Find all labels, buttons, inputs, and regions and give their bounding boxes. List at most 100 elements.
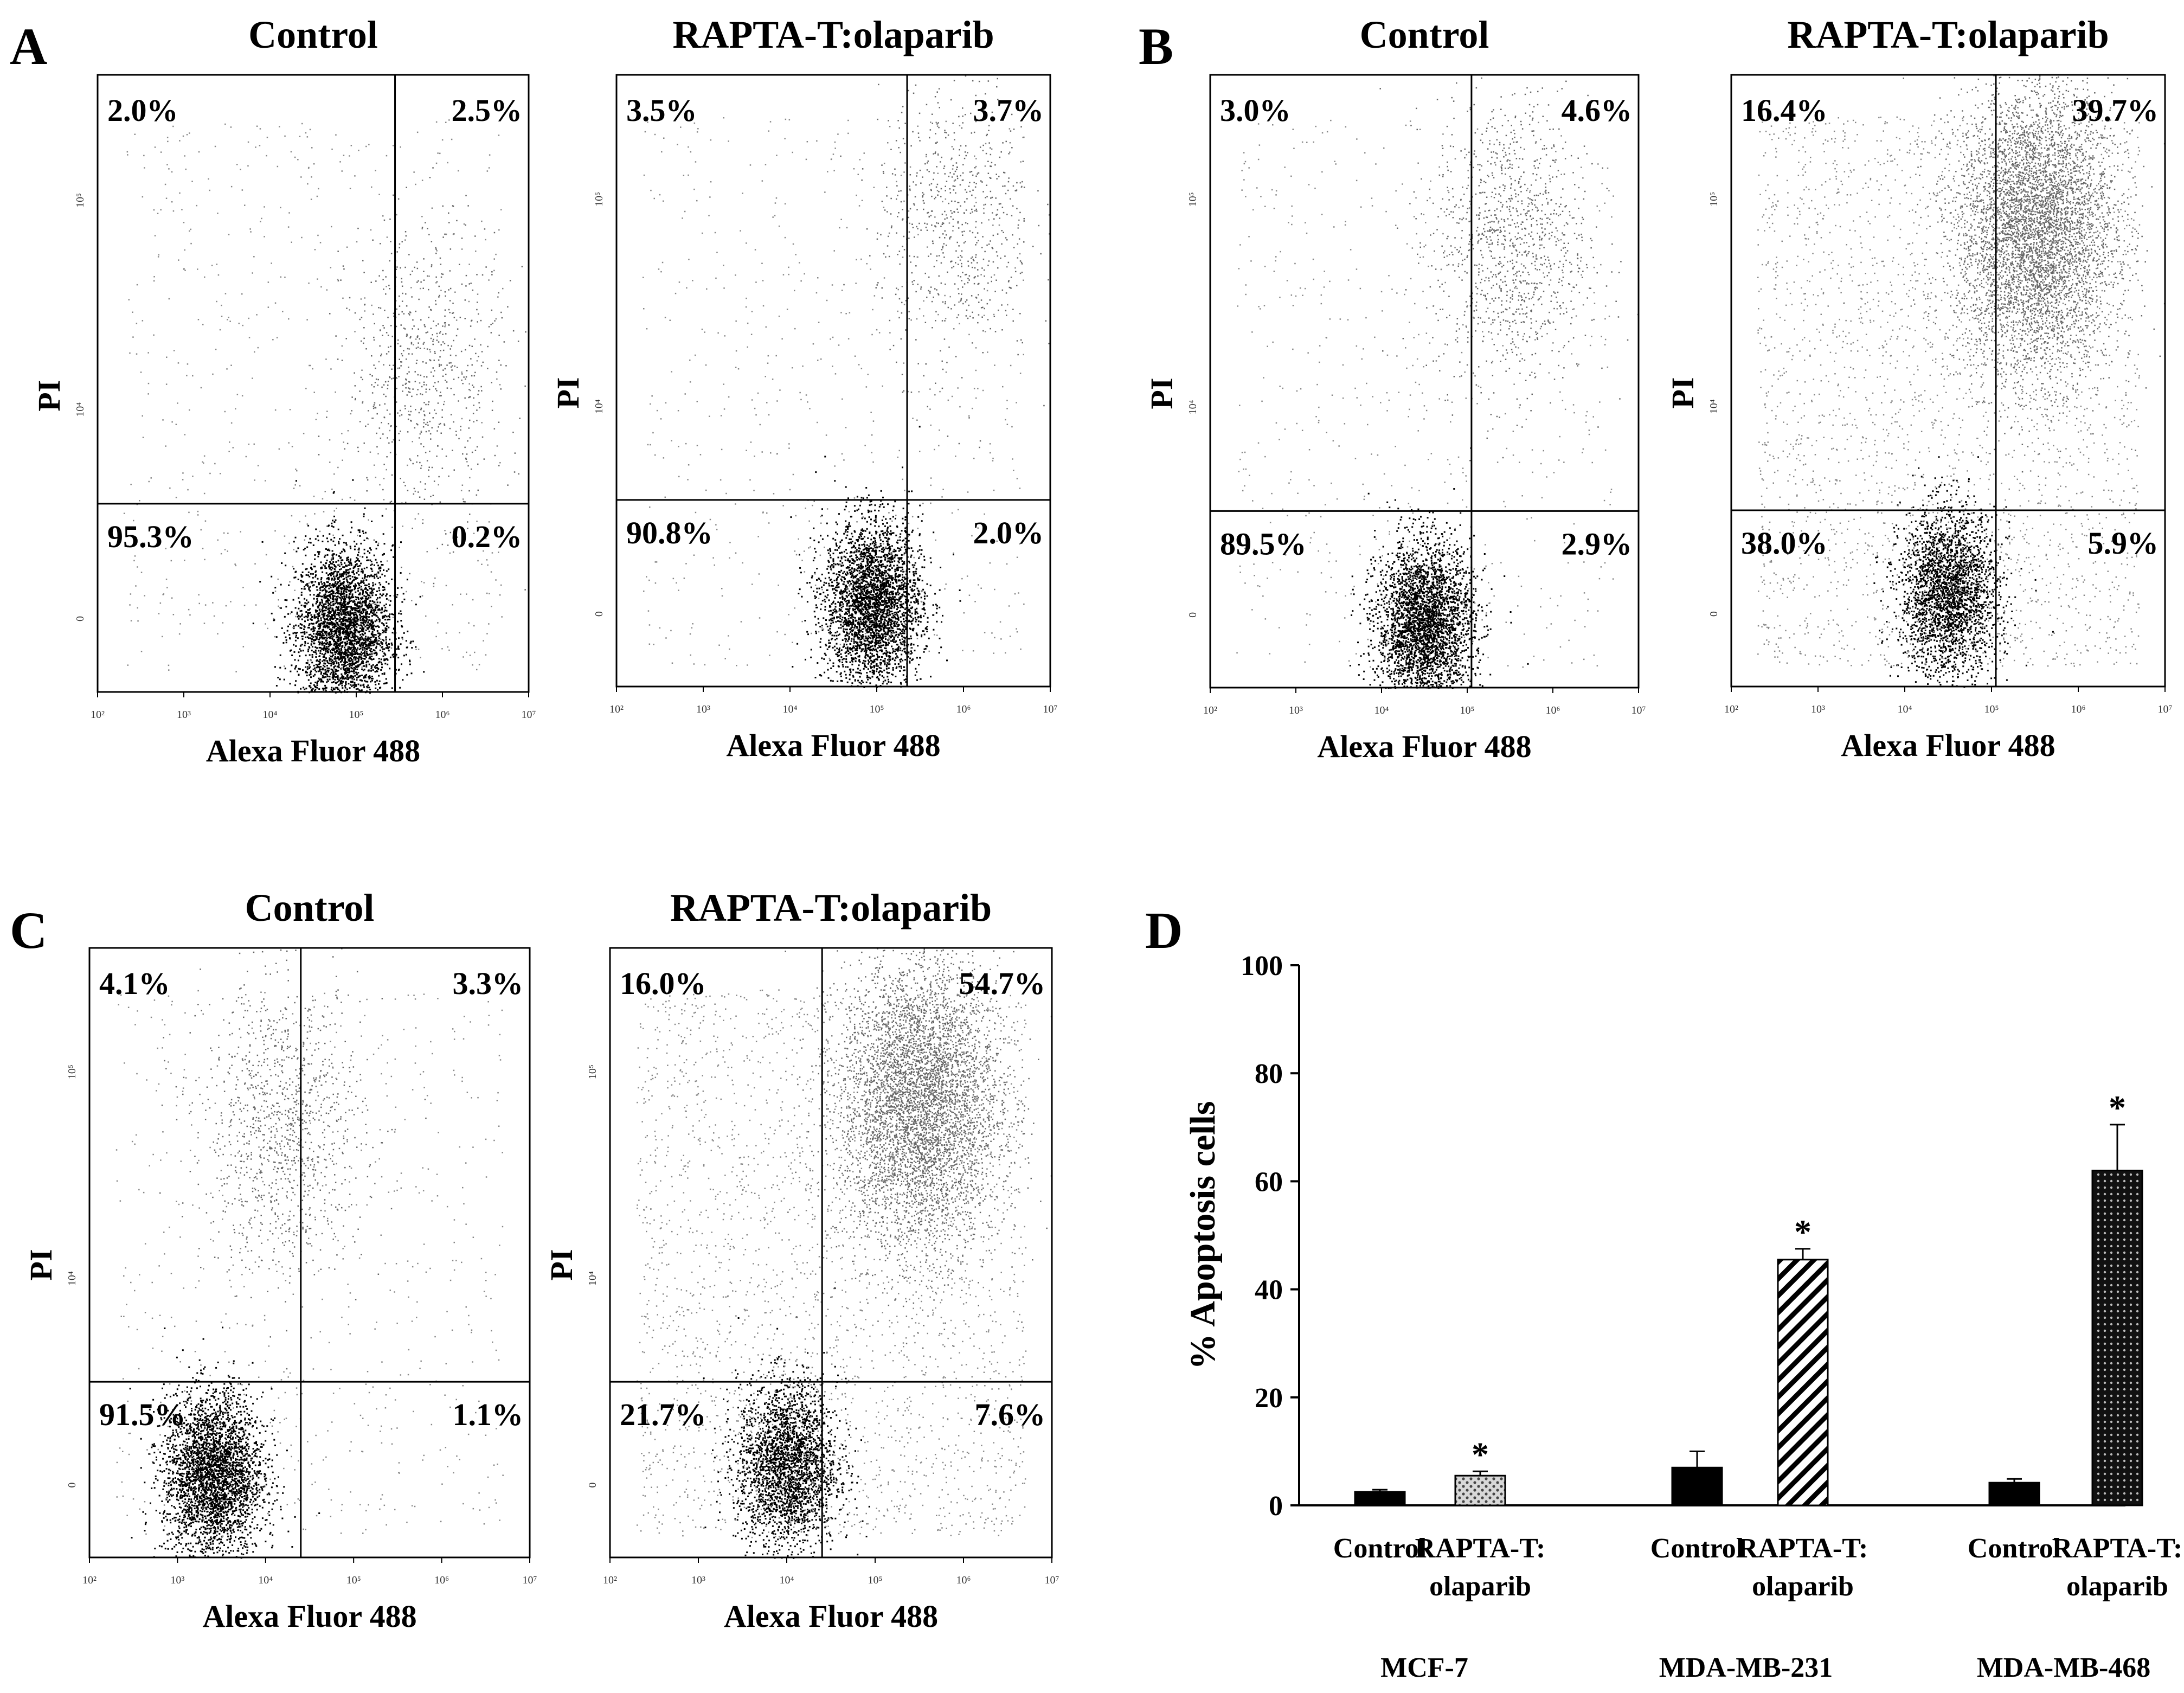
- bar-category-label: Control: [1650, 1533, 1744, 1564]
- scatter-dots: [643, 75, 1051, 688]
- panel-letter-d: D: [1145, 901, 1183, 959]
- x-tick-label: 10⁶: [435, 709, 450, 721]
- x-tick-label: 10²: [1203, 704, 1217, 716]
- x-tick-label: 10³: [1811, 703, 1825, 715]
- y-tick-label: 0: [1269, 1491, 1283, 1522]
- quadrant-lr-percent: 0.2%: [452, 519, 523, 554]
- y-tick-label: 10⁴: [587, 1271, 599, 1286]
- quadrant-ur-percent: 39.7%: [2072, 93, 2159, 128]
- x-tick-label: 10⁵: [349, 709, 364, 721]
- x-tick-label: 10²: [82, 1574, 97, 1586]
- bar-category-label: Control: [1333, 1533, 1427, 1564]
- quadrant-ul-percent: 3.5%: [626, 93, 697, 128]
- upper-population: [1379, 77, 1639, 461]
- y-axis-ticks: 0 10⁴ 10⁵: [1187, 192, 1199, 618]
- x-tick-label: 10⁴: [783, 703, 798, 715]
- quadrant-lr-percent: 2.0%: [973, 515, 1044, 550]
- plot-frame: [615, 74, 1051, 688]
- x-axis-label: Alexa Fluor 488: [1841, 728, 2055, 763]
- quadrant-ur-percent: 4.6%: [1562, 93, 1633, 128]
- background-events: [637, 989, 1027, 1538]
- x-tick-label: 10³: [691, 1574, 705, 1586]
- y-tick-label: 60: [1255, 1166, 1283, 1197]
- y-tick-label: 0: [74, 616, 86, 621]
- quadrant-lr-percent: 2.9%: [1562, 526, 1633, 561]
- quadrant-ll-percent: 21.7%: [620, 1397, 706, 1432]
- y-tick-label: 10⁵: [593, 192, 605, 207]
- y-axis-label: PI: [550, 377, 586, 409]
- plot-frame: [1730, 74, 2166, 688]
- quadrant-ll-percent: 38.0%: [1741, 525, 1828, 561]
- x-tick-label: 10⁵: [868, 1574, 883, 1586]
- x-axis-ticks: 10² 10³ 10⁴ 10⁵ 10⁶ 10⁷: [1203, 688, 1646, 716]
- y-axis-ticks: 0 10⁴ 10⁵: [1708, 192, 1720, 617]
- x-axis-ticks: 10² 10³ 10⁴ 10⁵ 10⁶ 10⁷: [1724, 687, 2173, 715]
- x-tick-label: 10⁶: [1546, 704, 1560, 716]
- x-tick-label: 10⁶: [434, 1574, 449, 1586]
- y-axis-ticks: 0 10⁴ 10⁵: [587, 1064, 599, 1488]
- x-tick-label: 10⁷: [1631, 704, 1646, 716]
- plot-title: RAPTA-T:olaparib: [1787, 13, 2109, 56]
- background-events: [123, 119, 504, 672]
- x-axis-label: Alexa Fluor 488: [726, 728, 940, 763]
- x-tick-label: 10⁴: [1898, 703, 1912, 715]
- x-axis-ticks: 10² 10³ 10⁴ 10⁵ 10⁶ 10⁷: [82, 1557, 537, 1586]
- panel-letter-c: C: [10, 901, 47, 959]
- upper-population: [1903, 75, 2166, 477]
- x-tick-label: 10³: [177, 709, 191, 721]
- y-tick-label: 10⁴: [74, 402, 86, 417]
- x-tick-label: 10⁶: [2071, 703, 2086, 715]
- x-tick-label: 10⁶: [956, 1574, 971, 1586]
- dense-population: [790, 426, 961, 688]
- bar-category-label: RAPTA-T:: [1415, 1533, 1546, 1564]
- y-tick-label: 10⁴: [66, 1271, 78, 1286]
- cell-line-label: MCF-7: [1380, 1652, 1468, 1683]
- quadrant-ul-percent: 4.1%: [99, 966, 170, 1001]
- y-tick-label: 20: [1255, 1383, 1283, 1414]
- quadrant-ul-percent: 16.4%: [1741, 93, 1828, 128]
- x-tick-label: 10⁴: [263, 709, 278, 721]
- y-tick-label: 10⁵: [1708, 192, 1720, 207]
- quadrant-ll-percent: 90.8%: [626, 515, 713, 550]
- quadrant-ur-percent: 3.3%: [453, 966, 524, 1001]
- bar-mda-mb-468-control: [1988, 1482, 2040, 1506]
- bar-category-label: Control: [1968, 1533, 2061, 1564]
- background-events: [1236, 119, 1614, 668]
- plot-frame: [88, 947, 531, 1559]
- quadrant-ul-percent: 2.0%: [107, 93, 178, 128]
- bar-category-label-line2: olaparib: [1429, 1571, 1531, 1602]
- upper-population: [159, 948, 427, 1370]
- plot-title: Control: [245, 886, 375, 929]
- quadrant-ur-percent: 54.7%: [959, 966, 1046, 1001]
- x-tick-label: 10⁴: [258, 1574, 273, 1586]
- dense-population: [703, 1287, 870, 1559]
- quadrant-ll-percent: 89.5%: [1220, 526, 1307, 561]
- cell-line-label: MDA-MB-468: [1977, 1652, 2151, 1683]
- x-tick-label: 10²: [609, 703, 624, 715]
- background-events: [643, 117, 1025, 666]
- dense-population: [1349, 447, 1529, 689]
- y-tick-label: 10⁵: [74, 193, 86, 208]
- x-tick-label: 10³: [1289, 704, 1303, 716]
- x-tick-label: 10⁵: [1984, 703, 1999, 715]
- x-tick-label: 10⁷: [523, 1574, 537, 1586]
- scatter-dots: [1757, 75, 2166, 688]
- bar-y-axis-label: % Apoptosis cells: [1183, 1101, 1223, 1369]
- y-axis-label: PI: [1665, 377, 1700, 409]
- y-tick-label: 100: [1241, 951, 1283, 982]
- y-axis-ticks: 0 10⁴ 10⁵: [66, 1064, 78, 1488]
- y-tick-label: 0: [1187, 612, 1199, 618]
- bar-mda-mb-468-rapta-t-olaparib: [2091, 1169, 2143, 1506]
- x-tick-label: 10⁷: [522, 709, 536, 721]
- quadrant-ul-percent: 16.0%: [620, 966, 706, 1001]
- significance-star: *: [1472, 1435, 1489, 1473]
- dense-population: [252, 479, 425, 694]
- panel-letter-a: A: [10, 17, 47, 75]
- y-tick-label: 0: [66, 1483, 78, 1488]
- panel-letter-b: B: [1139, 17, 1173, 75]
- apoptosis-bar-chart: 0 20 40 60 80 100 % Apoptosis cells Control * RAP…: [1183, 951, 2182, 1683]
